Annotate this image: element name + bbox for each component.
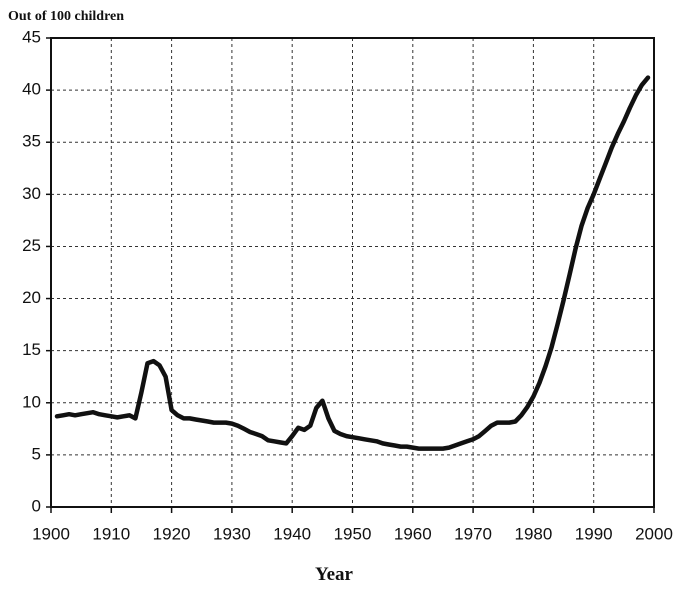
x-tick-label: 1920 bbox=[153, 524, 191, 543]
y-tick-label: 5 bbox=[32, 444, 41, 463]
x-tick-label: 1900 bbox=[32, 524, 70, 543]
x-tick-label: 1970 bbox=[454, 524, 492, 543]
x-tick-label: 1940 bbox=[273, 524, 311, 543]
y-tick-label: 0 bbox=[32, 496, 41, 515]
x-axis-label: Year bbox=[315, 564, 354, 585]
x-tick-label: 1930 bbox=[213, 524, 251, 543]
x-tick-label: 1910 bbox=[92, 524, 130, 543]
x-tick-label: 1990 bbox=[575, 524, 613, 543]
y-tick-label: 45 bbox=[22, 27, 41, 46]
y-tick-label: 10 bbox=[22, 392, 41, 411]
chart-title: Out of 100 children bbox=[8, 9, 124, 24]
x-tick-label: 1960 bbox=[394, 524, 432, 543]
y-tick-label: 40 bbox=[22, 80, 41, 99]
plot-frame bbox=[50, 37, 655, 508]
y-tick-label: 35 bbox=[22, 132, 41, 151]
x-tick-label: 2000 bbox=[635, 524, 673, 543]
y-tick-label: 15 bbox=[22, 340, 41, 359]
x-tick-label: 1950 bbox=[334, 524, 372, 543]
y-tick-label: 20 bbox=[22, 288, 41, 307]
x-tick-label: 1980 bbox=[514, 524, 552, 543]
y-tick-label: 25 bbox=[22, 236, 41, 255]
data-line bbox=[54, 75, 651, 451]
y-tick-label: 30 bbox=[22, 184, 41, 203]
